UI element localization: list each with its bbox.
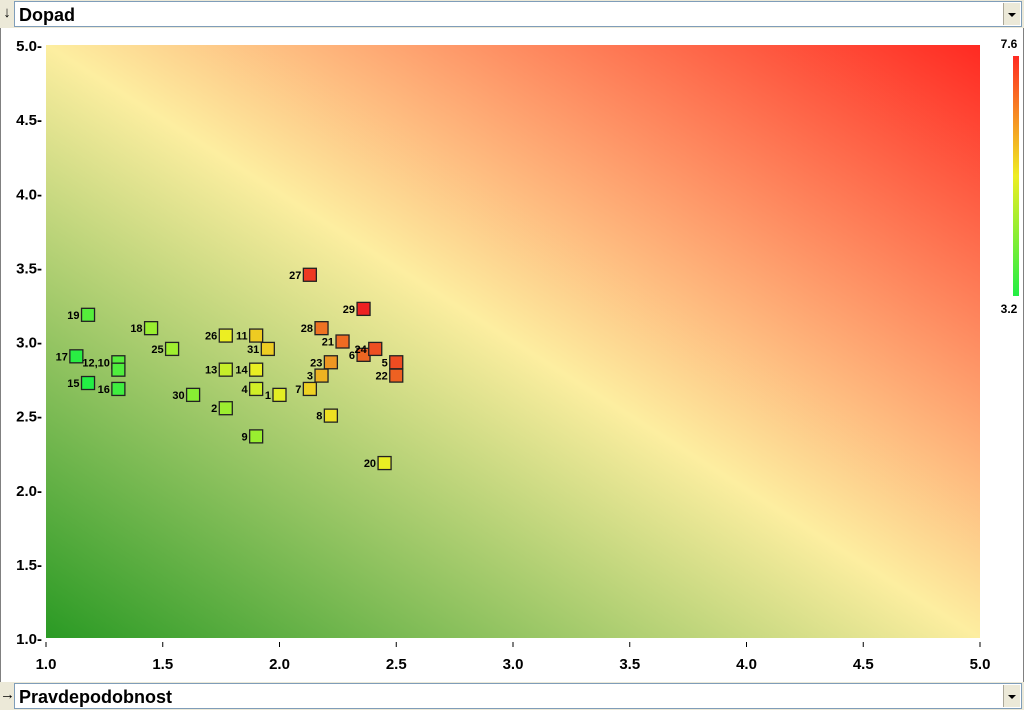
data-point-marker [389, 355, 404, 370]
x-tick-label: 3.0 [503, 656, 524, 673]
data-point-marker [335, 334, 350, 349]
data-point-label: 21 [322, 337, 334, 349]
y-axis-selected-value: Dopad [19, 5, 75, 25]
data-point-marker [302, 381, 318, 397]
data-point-label: 1 [265, 390, 271, 402]
data-point-marker [272, 387, 287, 403]
y-axis-selector-row: ↓ Dopad [0, 0, 1024, 28]
data-point-label: 11 [236, 331, 248, 343]
colorbar-gradient [1013, 56, 1019, 296]
right-arrow-icon: → [0, 686, 15, 703]
data-point-label: 18 [130, 323, 142, 335]
data-point-label: 2 [211, 403, 217, 415]
data-point-marker [218, 362, 233, 377]
data-point-label: 22 [376, 371, 388, 383]
risk-matrix-plot: 1.0- 1.5- 2.0- 2.5- 3.0- 3.5- 4.0- 4.5- 5.0- 1.0… [0, 28, 1024, 682]
data-point-marker [248, 362, 264, 377]
y-axis: 1.0- 1.5- 2.0- 2.5- 3.0- 3.5- 4.0- 4.5- 5.0- [16, 38, 42, 648]
y-tick-label: 4.5- [16, 112, 42, 129]
data-point-marker [323, 408, 339, 423]
data-point-label: 20 [364, 458, 376, 470]
data-point-marker [323, 355, 339, 370]
data-point-label: 14 [235, 365, 248, 377]
data-point-marker [143, 321, 159, 336]
x-tick-label: 4.5 [853, 656, 874, 673]
x-axis-dropdown[interactable]: Pravdepodobnost [14, 683, 1022, 709]
colorbar-min-label: 3.2 [1001, 302, 1018, 316]
data-point-marker [80, 307, 96, 322]
data-point-label: 17 [56, 351, 68, 363]
data-point-label: 23 [310, 357, 322, 369]
data-point-marker [260, 341, 275, 357]
plot-background [46, 45, 980, 638]
data-point-label: 29 [343, 304, 355, 316]
y-tick-label: 4.0- [16, 186, 42, 203]
data-point-label: 5 [382, 357, 388, 369]
data-point-label: 8 [316, 411, 322, 423]
x-tick-label: 1.0 [36, 656, 57, 673]
scatter-chart: 1.0- 1.5- 2.0- 2.5- 3.0- 3.5- 4.0- 4.5- 5.0- 1.0… [16, 37, 1019, 673]
data-point-marker [218, 328, 233, 343]
data-point-marker [111, 381, 126, 397]
x-tick-label: 5.0 [970, 656, 991, 673]
x-tick-label: 2.5 [386, 656, 407, 673]
colorbar: 7.6 3.2 [1001, 37, 1019, 316]
data-point-label: 4 [242, 384, 249, 396]
y-tick-label: 2.0- [16, 483, 42, 500]
data-point-marker [111, 362, 126, 377]
data-point-label: 28 [301, 323, 313, 335]
dropdown-button[interactable] [1003, 3, 1020, 25]
data-point-marker [248, 328, 264, 343]
data-point-marker [69, 349, 84, 364]
data-point-marker [377, 455, 392, 471]
x-tick-label: 3.5 [619, 656, 640, 673]
data-point-marker [389, 368, 404, 383]
data-point-label: 9 [242, 431, 248, 443]
chevron-down-icon [1008, 695, 1016, 699]
data-point-label: 7 [295, 384, 301, 396]
y-tick-label: 3.0- [16, 335, 42, 352]
data-point-label: 12,10 [82, 357, 110, 369]
data-point-marker [314, 368, 329, 383]
data-point-marker [80, 375, 96, 391]
data-point-label: 24 [354, 344, 367, 356]
dropdown-button[interactable] [1003, 685, 1020, 707]
data-point-label: 31 [247, 344, 259, 356]
data-point-marker [314, 321, 329, 336]
colorbar-max-label: 7.6 [1001, 37, 1018, 51]
data-point-marker [248, 381, 264, 397]
data-point-label: 6 [349, 350, 355, 362]
y-tick-label: 3.5- [16, 260, 42, 277]
x-axis: 1.0 1.5 2.0 2.5 3.0 3.5 4.0 4.5 5.0 [36, 642, 991, 673]
x-axis-selected-value: Pravdepodobnost [19, 687, 173, 707]
data-point-marker [356, 301, 371, 317]
data-point-marker [185, 387, 201, 403]
data-point-marker [218, 401, 233, 416]
chevron-down-icon [1008, 13, 1016, 17]
x-tick-label: 2.0 [269, 656, 290, 673]
data-point-marker [164, 341, 180, 357]
data-point-label: 27 [289, 270, 301, 282]
data-point-label: 16 [98, 384, 110, 396]
y-tick-label: 1.0- [16, 631, 42, 648]
data-point-marker [248, 429, 264, 444]
x-tick-label: 4.0 [736, 656, 757, 673]
data-point-label: 25 [151, 344, 163, 356]
data-point-label: 3 [307, 371, 313, 383]
data-point-label: 19 [67, 310, 79, 322]
y-tick-label: 5.0- [16, 38, 42, 55]
data-point-marker [302, 267, 318, 282]
x-axis-selector-row: → Pravdepodobnost [0, 682, 1024, 710]
x-tick-label: 1.5 [152, 656, 173, 673]
y-tick-label: 1.5- [16, 557, 42, 574]
y-tick-label: 2.5- [16, 409, 42, 426]
y-axis-dropdown[interactable]: Dopad [14, 1, 1022, 27]
data-point-label: 13 [205, 365, 217, 377]
data-point-label: 26 [205, 331, 217, 343]
down-arrow-icon: ↓ [3, 4, 11, 21]
data-point-marker [368, 341, 383, 357]
data-point-label: 15 [67, 378, 79, 390]
data-point-label: 30 [172, 390, 184, 402]
